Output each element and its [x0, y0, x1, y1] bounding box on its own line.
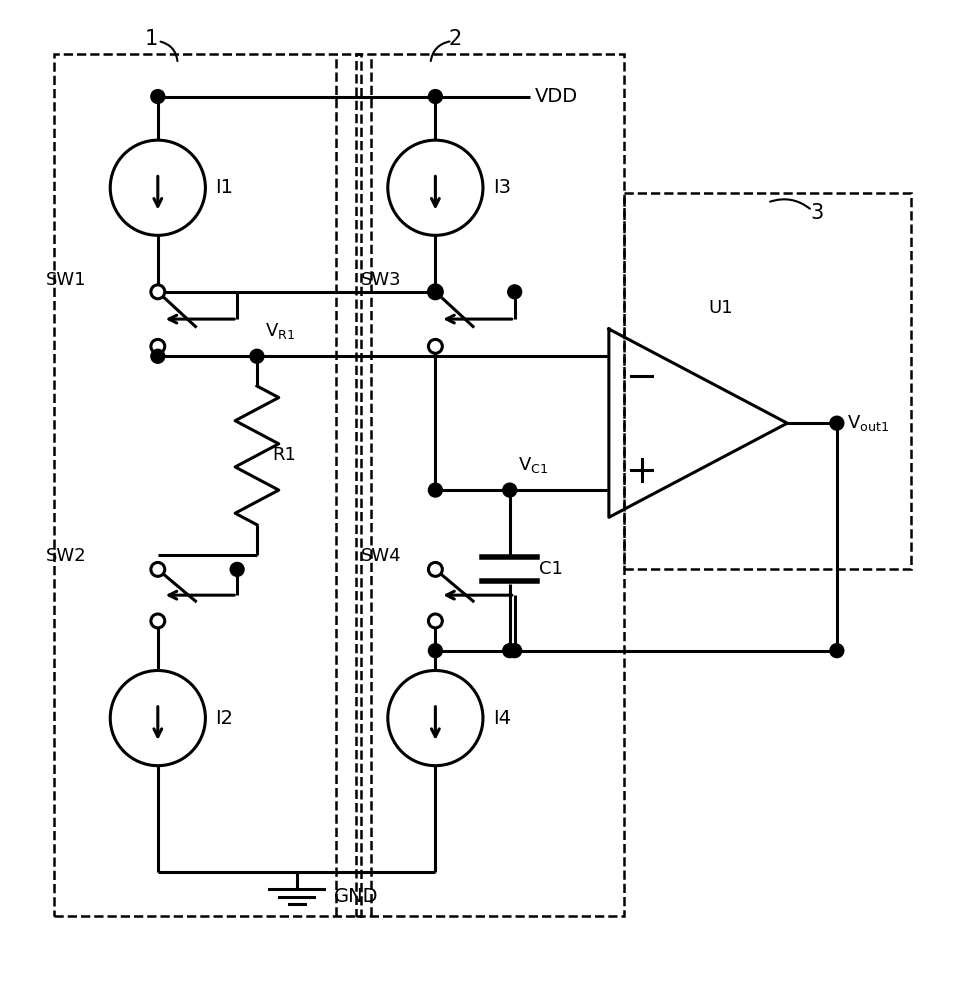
Text: VDD: VDD	[535, 87, 578, 106]
Circle shape	[503, 644, 516, 658]
Text: SW2: SW2	[46, 547, 86, 565]
Text: SW4: SW4	[361, 547, 401, 565]
Text: 2: 2	[448, 29, 462, 49]
Text: I4: I4	[492, 709, 511, 728]
Text: $\mathregular{V_{C1}}$: $\mathregular{V_{C1}}$	[517, 455, 548, 475]
Circle shape	[250, 349, 263, 363]
Circle shape	[230, 562, 244, 576]
Circle shape	[830, 416, 844, 430]
Circle shape	[150, 285, 165, 299]
Circle shape	[428, 339, 443, 353]
Circle shape	[110, 140, 205, 235]
Text: SW1: SW1	[46, 271, 86, 289]
Circle shape	[150, 349, 165, 363]
Circle shape	[830, 644, 844, 658]
Text: SW3: SW3	[361, 271, 401, 289]
Circle shape	[150, 614, 165, 628]
Bar	[356, 54, 624, 916]
Text: GND: GND	[334, 887, 378, 906]
Circle shape	[428, 285, 443, 299]
Text: $\mathregular{V_{R1}}$: $\mathregular{V_{R1}}$	[264, 321, 295, 341]
Circle shape	[388, 671, 483, 766]
Text: U1: U1	[708, 299, 733, 317]
Text: $\mathregular{V_{out1}}$: $\mathregular{V_{out1}}$	[847, 413, 889, 433]
Text: R1: R1	[272, 446, 296, 464]
Circle shape	[428, 614, 443, 628]
Circle shape	[428, 562, 443, 576]
Bar	[54, 54, 361, 916]
Circle shape	[150, 562, 165, 576]
Text: C1: C1	[539, 560, 563, 578]
Circle shape	[110, 671, 205, 766]
Circle shape	[428, 285, 443, 299]
Circle shape	[388, 140, 483, 235]
Circle shape	[428, 90, 443, 103]
Circle shape	[150, 90, 165, 103]
Circle shape	[508, 285, 521, 299]
Text: I3: I3	[492, 178, 511, 197]
Text: 3: 3	[810, 203, 824, 223]
Circle shape	[428, 644, 443, 658]
Text: I2: I2	[216, 709, 234, 728]
Circle shape	[428, 483, 443, 497]
Text: 1: 1	[145, 29, 157, 49]
Text: I1: I1	[216, 178, 234, 197]
Bar	[624, 193, 911, 569]
Circle shape	[508, 644, 521, 658]
Circle shape	[503, 483, 516, 497]
Circle shape	[150, 339, 165, 353]
